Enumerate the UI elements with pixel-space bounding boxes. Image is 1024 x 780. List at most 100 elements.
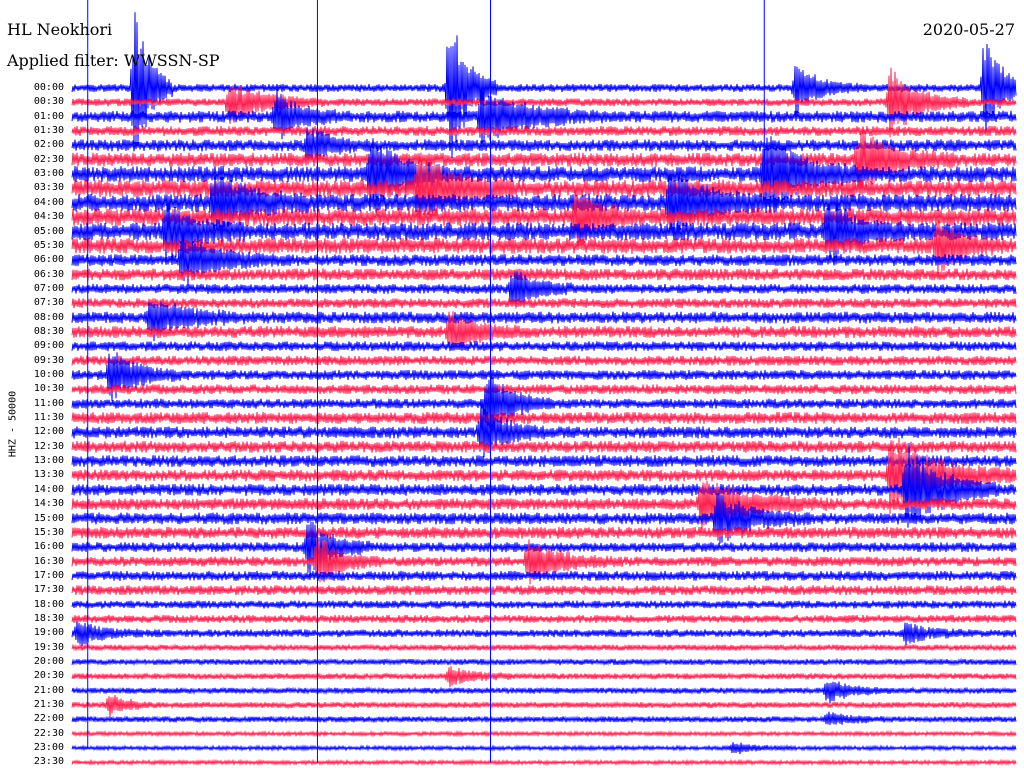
record-date: 2020-05-27 (922, 20, 1015, 39)
time-tick-label: 10:00 (33, 369, 64, 380)
time-tick-label: 21:30 (33, 699, 64, 711)
trace-row-1730 (71, 585, 1017, 596)
trace-row-2330 (71, 758, 1017, 767)
time-tick-label: 22:30 (33, 727, 64, 739)
time-tick-label: 06:30 (33, 268, 64, 280)
trace-row-0530 (71, 220, 1017, 276)
trace-row-0630 (71, 268, 1017, 281)
time-tick-label: 08:00 (33, 311, 64, 323)
time-tick-label: 23:30 (33, 756, 64, 768)
trace-row-0300 (71, 136, 1017, 214)
time-tick-label: 18:30 (33, 612, 64, 624)
trace-row-1330 (71, 437, 1017, 514)
trace-row-0100 (71, 88, 1017, 144)
time-tick-label: 22:00 (33, 713, 64, 725)
time-tick-label: 05:00 (33, 225, 64, 237)
time-tick-label: 09:00 (33, 340, 64, 352)
time-tick-label: 16:00 (33, 541, 64, 553)
trace-row-1100 (71, 373, 1017, 429)
time-tick-label: 11:30 (33, 412, 64, 424)
trace-row-1130 (71, 412, 1017, 425)
time-tick-label: 02:00 (33, 139, 64, 151)
trace-row-0500 (71, 199, 1017, 265)
time-tick-label: 17:30 (33, 584, 64, 596)
time-tick-label: 03:00 (33, 168, 64, 180)
time-tick-label: 19:30 (33, 641, 64, 653)
trace-row-2130 (71, 694, 1017, 718)
trace-row-2100 (71, 681, 1017, 704)
trace-row-0930 (71, 355, 1017, 366)
trace-row-0700 (71, 270, 1017, 309)
time-tick-label: 11:00 (33, 397, 64, 409)
trace-row-0230 (71, 129, 1017, 192)
trace-row-1530 (71, 526, 1017, 539)
trace-row-2200 (71, 711, 1017, 725)
trace-row-1300 (71, 455, 1017, 468)
time-tick-label: 20:00 (33, 656, 64, 667)
filter-label: Applied filter: WWSSN-SP (7, 51, 220, 70)
time-tick-label: 07:00 (33, 282, 64, 294)
time-tick-label: 10:30 (33, 383, 64, 395)
trace-row-1700 (71, 570, 1017, 581)
trace-row-1830 (71, 614, 1017, 624)
trace-row-0900 (71, 341, 1017, 352)
spike-lines (87, 0, 765, 763)
time-tick-label: 04:00 (33, 196, 64, 208)
trace-row-0430 (71, 189, 1017, 248)
trace-row-1400 (71, 442, 1017, 528)
channel-label: HHZ - 50000 (7, 390, 19, 458)
trace-row-2230 (71, 729, 1017, 738)
trace-row-0730 (71, 298, 1017, 309)
trace-row-1000 (71, 352, 1017, 402)
trace-row-1200 (71, 401, 1017, 458)
time-tick-label: 16:30 (33, 555, 64, 567)
time-tick-label: 08:30 (33, 325, 64, 337)
time-tick-label: 12:00 (33, 426, 64, 438)
trace-row-0800 (71, 301, 1017, 342)
time-tick-label: 01:00 (33, 110, 64, 122)
trace-row-0600 (71, 233, 1017, 286)
trace-row-0830 (71, 311, 1017, 351)
trace-rows (71, 12, 1017, 767)
time-tick-label: 21:00 (33, 684, 64, 696)
time-tick-label: 07:30 (33, 297, 64, 309)
time-tick-label: 15:00 (33, 512, 64, 524)
trace-row-1900 (71, 621, 1017, 646)
time-tick-label: 01:30 (33, 125, 64, 137)
time-tick-label: 23:00 (33, 742, 64, 754)
time-tick-label: 09:30 (33, 354, 64, 366)
trace-row-1930 (71, 643, 1017, 653)
time-tick-label: 03:30 (33, 182, 64, 194)
time-tick-label: 13:30 (33, 469, 64, 481)
trace-row-2030 (71, 666, 1017, 688)
trace-row-0400 (71, 172, 1017, 237)
time-tick-label: 14:30 (33, 498, 64, 510)
time-tick-label: 00:30 (33, 96, 64, 108)
time-tick-label: 19:00 (33, 627, 64, 639)
trace-row-0130 (71, 126, 1017, 137)
time-tick-label: 13:00 (33, 455, 64, 467)
trace-row-2300 (71, 742, 1017, 755)
trace-row-1600 (71, 521, 1017, 577)
time-tick-label: 20:30 (33, 670, 64, 682)
time-tick-label: 14:00 (33, 483, 64, 495)
trace-row-1230 (71, 440, 1017, 453)
time-tick-label: 02:30 (33, 153, 64, 165)
time-tick-label: 00:00 (33, 82, 64, 93)
time-tick-label: 15:30 (33, 526, 64, 538)
trace-row-2000 (71, 657, 1017, 667)
time-tick-label: 12:30 (33, 440, 64, 452)
trace-row-0000 (71, 12, 1017, 158)
trace-row-0030 (71, 67, 1017, 138)
station-name: HL Neokhori (7, 20, 113, 39)
time-tick-label: 18:00 (33, 598, 64, 610)
time-tick-label: 17:00 (33, 569, 64, 581)
time-tick-label: 06:00 (33, 254, 64, 266)
trace-row-1800 (71, 600, 1017, 609)
trace-row-1500 (71, 492, 1017, 544)
time-tick-label: 05:30 (33, 239, 64, 251)
trace-row-1430 (71, 480, 1017, 530)
time-tick-label: 04:30 (33, 211, 64, 223)
trace-row-1030 (71, 384, 1017, 395)
